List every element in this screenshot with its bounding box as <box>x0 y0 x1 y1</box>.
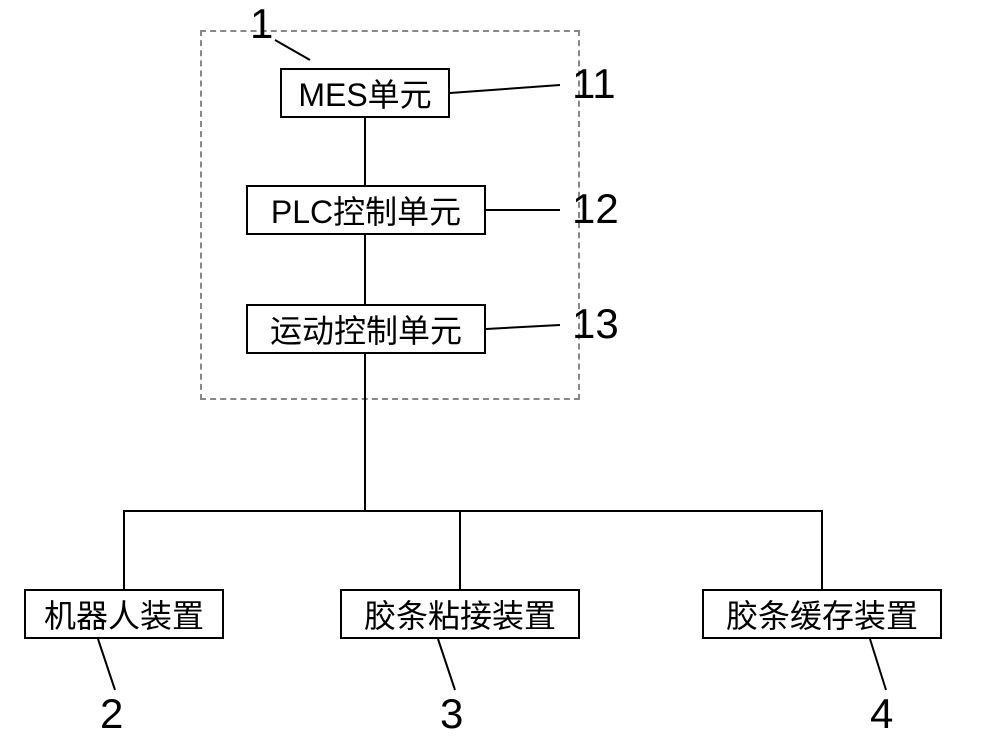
plc-ref-label: 12 <box>572 185 619 233</box>
buffer-device-box: 胶条缓存装置 <box>702 589 942 639</box>
edge-mes-plc <box>364 118 366 185</box>
plc-control-text: PLC控制单元 <box>271 187 461 233</box>
buffer-ref-label: 4 <box>870 690 893 738</box>
robot-device-box: 机器人装置 <box>24 589 224 639</box>
motion-control-text: 运动控制单元 <box>270 306 462 352</box>
container-ref-label: 1 <box>250 0 273 48</box>
robot-device-text: 机器人装置 <box>44 591 204 637</box>
edge-horizontal-bus <box>123 510 823 512</box>
edge-motion-junction <box>364 354 366 510</box>
edge-to-bonding <box>459 510 461 589</box>
bonding-device-box: 胶条粘接装置 <box>340 589 580 639</box>
plc-control-box: PLC控制单元 <box>246 185 486 235</box>
mes-ref-label: 11 <box>572 60 616 108</box>
buffer-device-text: 胶条缓存装置 <box>726 591 918 637</box>
motion-control-box: 运动控制单元 <box>246 304 486 354</box>
bonding-device-text: 胶条粘接装置 <box>364 591 556 637</box>
edge-plc-motion <box>364 235 366 304</box>
robot-ref-label: 2 <box>100 690 123 738</box>
mes-unit-box: MES单元 <box>280 68 450 118</box>
bonding-ref-label: 3 <box>440 690 463 738</box>
motion-ref-label: 13 <box>572 300 619 348</box>
edge-to-robot <box>123 510 125 589</box>
edge-to-buffer <box>821 510 823 589</box>
mes-unit-text: MES单元 <box>298 70 431 116</box>
